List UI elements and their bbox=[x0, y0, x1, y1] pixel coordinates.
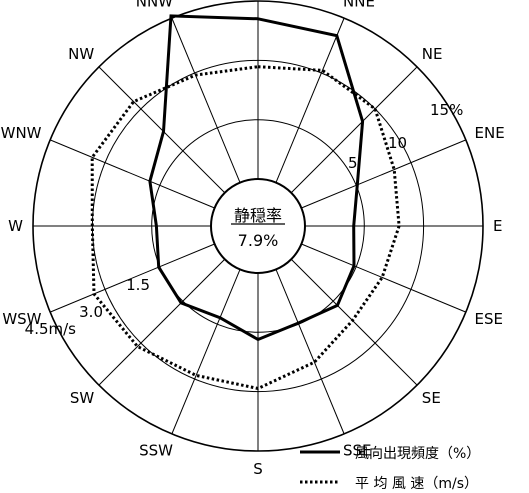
direction-label-ssw: SSW bbox=[139, 442, 173, 460]
spoke-nnw bbox=[171, 17, 241, 183]
spoke-sw bbox=[98, 258, 226, 386]
spoke-se bbox=[290, 258, 418, 386]
direction-label-sse: SSE bbox=[343, 442, 372, 460]
grid-ring-3 bbox=[32, 0, 484, 452]
grid-ring-1 bbox=[151, 119, 365, 333]
spoke-ne bbox=[290, 66, 418, 194]
direction-labels: NNNENEENEEESESESSESSSWSWWSWWWNWNWNNW bbox=[1, 0, 505, 478]
direction-label-w: W bbox=[8, 217, 23, 235]
polar-grid bbox=[32, 0, 484, 452]
spoke-ene bbox=[301, 139, 467, 209]
calm-label: 静穏率 bbox=[234, 206, 282, 225]
direction-label-ese: ESE bbox=[475, 310, 503, 328]
calm-value: 7.9% bbox=[238, 231, 279, 250]
spoke-ese bbox=[301, 243, 467, 313]
speed-polygon bbox=[90, 65, 401, 391]
direction-label-wsw: WSW bbox=[2, 310, 41, 328]
direction-label-nw: NW bbox=[68, 45, 94, 63]
direction-label-ne: NE bbox=[422, 45, 443, 63]
spoke-wsw bbox=[49, 243, 215, 313]
legend: 風向出現頻度（%） 平 均 風 速（m/s） bbox=[300, 446, 480, 492]
legend-speed-label: 平 均 風 速（m/s） bbox=[355, 476, 478, 492]
frequency-tick-1: 5 bbox=[348, 154, 358, 172]
direction-label-wnw: WNW bbox=[1, 124, 42, 142]
tick-labels: 5 10 15% 1.5 3.04.5m/s bbox=[25, 101, 464, 338]
direction-label-s: S bbox=[253, 460, 263, 478]
frequency-polygon bbox=[148, 14, 365, 342]
direction-label-sw: SW bbox=[70, 389, 95, 407]
spoke-sse bbox=[275, 269, 345, 435]
spoke-nne bbox=[275, 17, 345, 183]
direction-label-nne: NNE bbox=[343, 0, 375, 11]
legend-frequency-label: 風向出現頻度（%） bbox=[355, 446, 480, 462]
spoke-nw bbox=[98, 66, 226, 194]
spoke-ssw bbox=[171, 269, 241, 435]
direction-label-nnw: NNW bbox=[136, 0, 173, 11]
grid-ring-2 bbox=[91, 59, 425, 393]
direction-label-ene: ENE bbox=[475, 124, 505, 142]
series-layer bbox=[90, 14, 401, 391]
speed-tick-2: 3.0 bbox=[79, 303, 103, 321]
spoke-wnw bbox=[49, 139, 215, 209]
speed-tick-3: 4.5m/s bbox=[25, 320, 77, 338]
frequency-tick-3: 15% bbox=[430, 101, 463, 119]
calm-circle-group: 静穏率 7.9% bbox=[210, 178, 306, 274]
direction-label-se: SE bbox=[422, 389, 441, 407]
calm-circle bbox=[210, 178, 306, 274]
direction-label-e: E bbox=[493, 217, 502, 235]
speed-tick-1: 1.5 bbox=[126, 276, 150, 294]
frequency-tick-2: 10 bbox=[388, 134, 407, 152]
